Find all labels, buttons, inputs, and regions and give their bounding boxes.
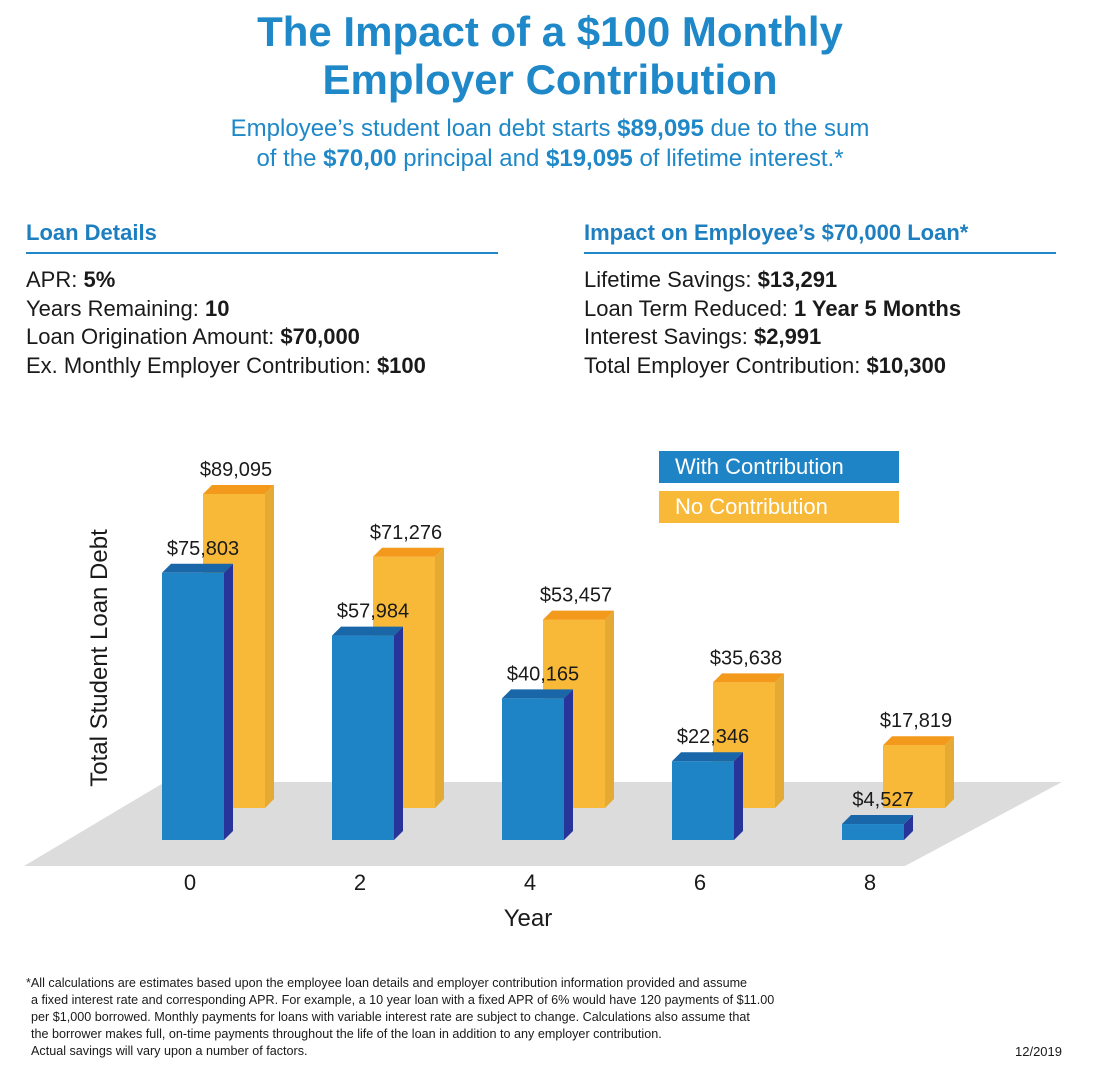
row-value: $70,000 <box>280 324 360 349</box>
bar-with-contribution <box>842 824 904 840</box>
loan-detail-row: Years Remaining: 10 <box>26 295 498 324</box>
impact-row: Loan Term Reduced: 1 Year 5 Months <box>584 295 1056 324</box>
data-label-no-contribution: $17,819 <box>880 710 952 732</box>
footnote-line: Actual savings will vary upon a number o… <box>31 1044 308 1058</box>
bar-with-contribution-side <box>734 752 743 840</box>
x-tick-label: 2 <box>354 870 366 895</box>
row-label: Interest Savings: <box>584 324 754 349</box>
bar-no-contribution-top <box>373 547 444 557</box>
principal-amount: $70,00 <box>323 145 397 172</box>
loan-detail-row: Loan Origination Amount: $70,000 <box>26 323 498 352</box>
bar-no-contribution-top <box>203 484 274 494</box>
bar-with-contribution <box>672 761 734 840</box>
bar-with-contribution <box>332 635 394 840</box>
title-line-2: Employer Contribution <box>322 56 778 103</box>
bar-with-contribution-side <box>394 626 403 840</box>
data-label-no-contribution: $89,095 <box>200 459 272 481</box>
impact-row: Total Employer Contribution: $10,300 <box>584 352 1056 381</box>
legend-with-contribution: With Contribution <box>659 451 899 483</box>
debt-bar-chart: 0 2 4 6 8 $89,095 $75,803 $71,276 $57,984 $53,457… <box>24 459 1062 932</box>
y-axis-label: Total Student Loan Debt <box>86 529 113 787</box>
bar-no-contribution-top <box>883 736 954 746</box>
data-label-with-contribution: $4,527 <box>852 789 913 811</box>
bar-no-contribution-side <box>945 736 954 808</box>
row-value: $10,300 <box>866 352 946 378</box>
title-line-1: The Impact of a $100 Monthly <box>257 8 843 55</box>
subtitle-text: principal and <box>396 145 547 172</box>
impact-row: Lifetime Savings: $13,291 <box>584 266 1056 295</box>
data-label-no-contribution: $35,638 <box>710 647 782 669</box>
row-label: Loan Origination Amount: <box>26 324 281 349</box>
bar-no-contribution-side <box>775 673 784 808</box>
data-label-with-contribution: $40,165 <box>507 663 579 685</box>
x-tick-label: 6 <box>694 870 706 895</box>
subtitle-text: of the <box>256 145 324 172</box>
bar-with-contribution-top <box>162 563 233 573</box>
bar-with-contribution-side <box>564 689 573 840</box>
data-label-no-contribution: $53,457 <box>540 585 612 607</box>
bar-no-contribution-top <box>713 673 784 683</box>
data-label-no-contribution: $71,276 <box>370 522 442 544</box>
row-label: Years Remaining: <box>26 295 205 321</box>
row-label: Loan Term Reduced: <box>584 295 794 321</box>
bar-with-contribution-top <box>842 815 913 825</box>
bar-no-contribution <box>883 745 945 808</box>
footnote-line: a fixed interest rate and corresponding … <box>31 993 775 1007</box>
x-tick-label: 0 <box>184 870 196 895</box>
data-label-with-contribution: $57,984 <box>337 601 409 623</box>
row-label: Lifetime Savings: <box>584 267 758 292</box>
data-label-with-contribution: $22,346 <box>677 726 749 748</box>
row-value: $13,291 <box>757 267 838 292</box>
data-label-with-contribution: $75,803 <box>167 538 239 560</box>
bar-with-contribution-top <box>672 752 743 762</box>
subtitle-text: due to the sum <box>703 115 870 142</box>
loan-detail-row: APR: 5% <box>26 266 498 295</box>
page-title: The Impact of a $100 Monthly Employer Co… <box>0 8 1100 104</box>
loan-detail-row: Ex. Monthly Employer Contribution: $100 <box>26 352 498 381</box>
bar-with-contribution-top <box>332 626 403 636</box>
row-value: 1 Year 5 Months <box>793 295 962 321</box>
x-tick-label: 4 <box>524 870 536 895</box>
lifetime-interest: $19,095 <box>546 145 633 172</box>
row-label: Ex. Monthly Employer Contribution: <box>26 352 377 378</box>
impact-heading: Impact on Employee’s $70,000 Loan* <box>584 220 1056 254</box>
x-tick-label: 8 <box>864 870 876 895</box>
starting-debt: $89,095 <box>617 115 704 142</box>
bar-with-contribution-top <box>502 689 573 699</box>
footnote-line: *All calculations are estimates based up… <box>26 976 748 990</box>
loan-details-section: Loan Details APR: 5% Years Remaining: 10… <box>26 220 498 380</box>
row-value: 10 <box>204 295 230 321</box>
publication-date: 12/2019 <box>1015 1044 1062 1059</box>
subtitle-text: of lifetime interest.* <box>632 145 844 172</box>
footnote: *All calculations are estimates based up… <box>26 975 1026 1060</box>
bar-no-contribution-side <box>435 547 444 808</box>
bar-no-contribution-top <box>543 610 614 620</box>
loan-details-heading: Loan Details <box>26 220 498 254</box>
bar-with-contribution-side <box>904 815 913 840</box>
row-value: 5% <box>83 267 116 292</box>
x-axis-label: Year <box>504 905 553 932</box>
subtitle: Employee’s student loan debt starts $89,… <box>0 114 1100 174</box>
legend-no-contribution: No Contribution <box>659 491 899 523</box>
bar-no-contribution-side <box>605 610 614 808</box>
footnote-line: the borrower makes full, on-time payment… <box>31 1027 662 1041</box>
row-label: APR: <box>26 267 84 292</box>
bar-with-contribution-side <box>224 563 233 840</box>
bar-with-contribution <box>502 698 564 840</box>
row-value: $100 <box>376 352 426 378</box>
bar-no-contribution-side <box>265 484 274 808</box>
subtitle-text: Employee’s student loan debt starts <box>230 115 618 142</box>
row-label: Total Employer Contribution: <box>584 352 867 378</box>
row-value: $2,991 <box>753 324 822 349</box>
impact-section: Impact on Employee’s $70,000 Loan* Lifet… <box>584 220 1056 380</box>
footnote-line: per $1,000 borrowed. Monthly payments fo… <box>31 1010 750 1024</box>
bar-with-contribution <box>162 572 224 840</box>
impact-row: Interest Savings: $2,991 <box>584 323 1056 352</box>
